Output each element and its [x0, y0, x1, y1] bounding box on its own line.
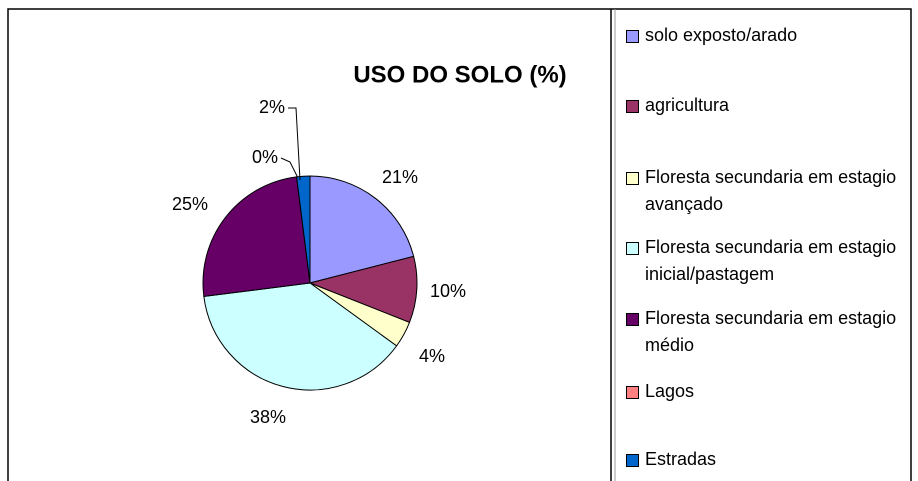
- legend-item: agricultura: [626, 92, 911, 119]
- legend-swatch: [626, 386, 639, 399]
- data-label: 4%: [419, 346, 445, 366]
- pie-slice: [203, 282, 398, 391]
- legend-swatch: [626, 242, 639, 255]
- legend-item: solo exposto/arado: [626, 22, 911, 49]
- legend-item: Floresta secundaria em estagio médio: [626, 305, 911, 359]
- legend-item: Floresta secundaria em estagio inicial/p…: [626, 234, 911, 288]
- data-label: 2%: [259, 97, 285, 117]
- legend-label: agricultura: [645, 95, 730, 115]
- pie-slice: [296, 175, 311, 284]
- leader-line: [280, 157, 300, 181]
- legend-label: Lagos: [645, 381, 695, 401]
- legend-label: Estradas: [645, 449, 717, 469]
- data-label: 10%: [430, 281, 466, 301]
- legend-label: solo exposto/arado: [645, 25, 798, 45]
- legend-item: Floresta secundaria em estagio avançado: [626, 164, 911, 218]
- data-label: 38%: [250, 407, 286, 427]
- chart-border: [7, 8, 912, 481]
- legend-swatch: [626, 454, 639, 467]
- leader-line: [288, 107, 301, 181]
- legend-swatch: [626, 313, 639, 326]
- legend-label: Floresta secundaria em estagio avançado: [645, 167, 897, 214]
- legend-swatch: [626, 172, 639, 185]
- legend-item: Lagos: [626, 378, 911, 405]
- data-label: 0%: [252, 147, 278, 167]
- legend-item: Estradas: [626, 446, 911, 473]
- legend-label: Floresta secundaria em estagio inicial/p…: [645, 237, 897, 284]
- chart-title: USO DO SOLO (%): [353, 61, 566, 88]
- pie-slice: [309, 175, 415, 284]
- legend-swatch: [626, 100, 639, 113]
- data-label: 21%: [382, 167, 418, 187]
- legend-label: Floresta secundaria em estagio médio: [645, 308, 897, 355]
- pie-slice: [202, 176, 311, 297]
- legend-swatch: [626, 30, 639, 43]
- data-label: 25%: [172, 194, 208, 214]
